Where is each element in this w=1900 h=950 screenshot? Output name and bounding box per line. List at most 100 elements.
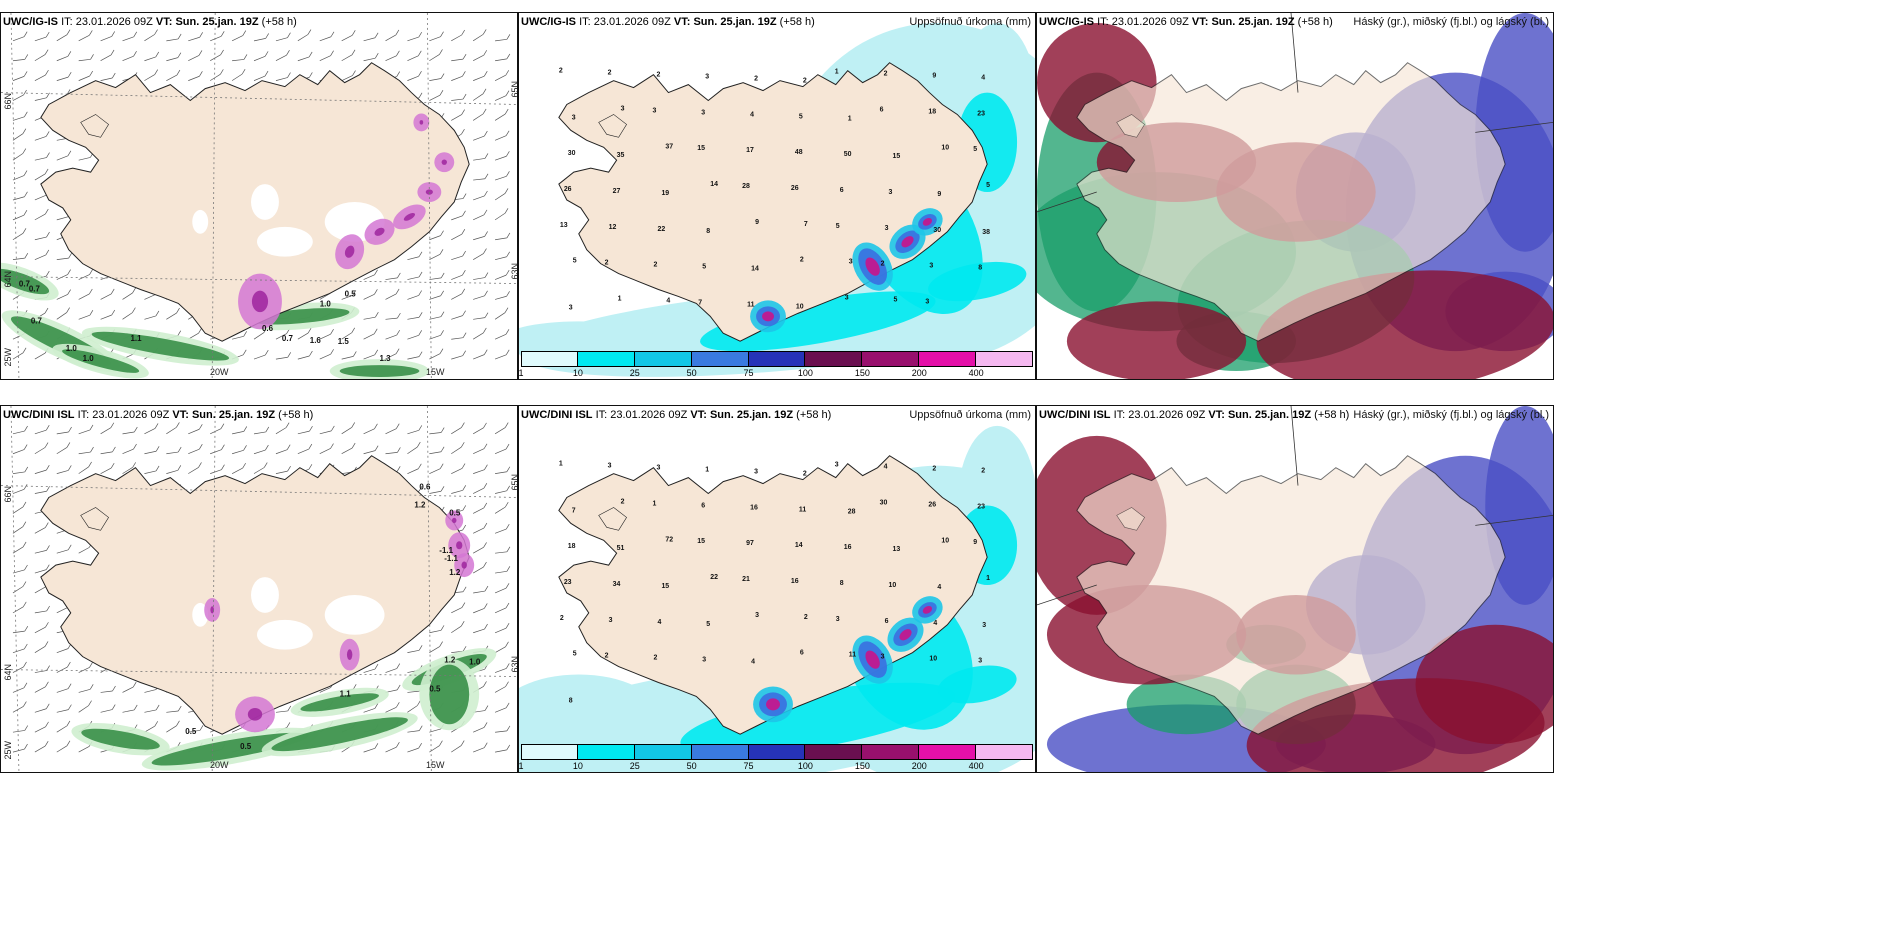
precip-amount-label: 26 [791, 185, 799, 192]
colorbar-tick-label: 200 [911, 761, 927, 771]
precip-amount-label: 3 [885, 225, 889, 232]
precip-cyan-area [700, 291, 936, 352]
precip-amount-label: 30 [880, 499, 888, 506]
precip-amount-label: 4 [750, 111, 754, 118]
precip-amount-label: 12 [609, 224, 617, 231]
latitude-label: 63N [510, 656, 518, 673]
precip-amount-label: 1 [618, 295, 622, 302]
panel-bottom-mid-precip: UWC/DINI ISL IT: 23.01.2026 09Z VT: Sun.… [518, 405, 1036, 773]
precip-amount-label: 5 [702, 264, 706, 271]
colorbar-tick-label: 1 [518, 761, 524, 771]
precip-amount-label: 11 [849, 652, 856, 659]
map-canvas: 0.70.70.71.01.01.10.60.7 1.61.00.51.51.3 [1, 13, 517, 379]
precip-amount-label: 2 [559, 68, 563, 75]
snow-value-label: 0.7 [29, 284, 41, 293]
precip-amount-label: 3 [572, 114, 576, 121]
precip-amount-label: 6 [701, 502, 705, 509]
snow-value-label: 1.2 [414, 500, 426, 509]
colorbar-segment [919, 351, 977, 367]
init-time: 23.01.2026 09Z [92, 409, 170, 421]
precip-amount-label: 3 [755, 612, 759, 619]
snow-value-label: 1.6 [310, 336, 322, 345]
precip-cyan-area [928, 261, 1027, 302]
snow-value-label: 0.7 [19, 280, 31, 289]
snow-value-label: -1.1 [444, 554, 458, 563]
iceland-landmass [1076, 455, 1506, 735]
snow-value-label: 1.0 [66, 344, 78, 353]
latitude-label: 66N [3, 93, 13, 110]
fir-boundary-line [1475, 122, 1553, 133]
colorbar-segment [577, 351, 635, 367]
snow-value-label: 0.5 [429, 684, 441, 693]
valid-time: VT: Sun. 25.jan. 19Z [673, 16, 777, 28]
longitude-label: 15W [426, 367, 445, 377]
snow-value-label: 1.2 [444, 656, 456, 665]
precip-amount-label: 19 [661, 190, 669, 197]
colorbar-tick-label: 400 [968, 761, 984, 771]
colorbar-segment [805, 744, 863, 760]
glacier-area [251, 184, 279, 220]
precip-amount-label: 5 [836, 223, 840, 230]
colorbar-segment [862, 351, 920, 367]
precip-amount-label: 14 [795, 542, 803, 549]
latitude-label: 25W [3, 348, 13, 367]
precip-amount-label: 3 [836, 616, 840, 623]
precip-amount-label: 7 [572, 507, 576, 514]
snow-value-label: 1.0 [469, 658, 481, 667]
precip-amount-label: 23 [977, 110, 985, 117]
panel-top-left-wind-snow: UWC/IG-IS IT: 23.01.2026 09Z VT: Sun. 25… [0, 12, 518, 380]
precip-amount-label: 2 [804, 614, 808, 621]
glacier-area [251, 577, 279, 613]
precip-amount-label: 5 [973, 146, 977, 153]
field-title: Uppsöfnuð úrkoma (mm) [909, 16, 1031, 28]
precip-amount-label: 72 [665, 536, 673, 543]
precip-amount-label: 8 [840, 580, 844, 587]
precip-amount-label: 3 [701, 109, 705, 116]
glacier-area [257, 226, 313, 257]
precip-amount-label: 2 [653, 655, 657, 662]
precip-amount-label: 3 [925, 298, 929, 305]
precip-amount-label: 17 [746, 147, 754, 154]
precip-amount-label: 6 [840, 187, 844, 194]
field-title: Uppsöfnuð úrkoma (mm) [909, 409, 1031, 421]
precip-amount-label: 2 [884, 71, 888, 78]
longitude-label: 15W [426, 760, 445, 770]
snow-core-dark [346, 649, 353, 661]
init-time: 23.01.2026 09Z [593, 16, 671, 28]
snow-value-label: 0.5 [185, 727, 197, 736]
snow-core-dark [374, 227, 385, 236]
it-label: IT: [1113, 409, 1126, 421]
precip-amount-label: 21 [742, 576, 750, 583]
precip-amount-label: 22 [657, 226, 665, 233]
precip-amount-label: 3 [845, 294, 849, 301]
precip-amount-label: 2 [881, 261, 885, 268]
precip-amount-label: 5 [799, 113, 803, 120]
colorbar-tick-label: 150 [854, 368, 870, 378]
fir-boundary-line [1037, 191, 1097, 213]
iceland-landmass [1076, 62, 1506, 342]
snow-value-label: 1.0 [83, 354, 95, 363]
latitude-label: 65N [510, 474, 518, 491]
precip-amount-label: 16 [791, 578, 799, 585]
precip-amount-label: 8 [978, 265, 982, 272]
snow-band-dark [271, 717, 408, 752]
model-name: UWC/DINI ISL [3, 409, 75, 421]
precip-amount-label: 2 [621, 498, 625, 505]
precip-amount-label: 9 [973, 539, 977, 546]
precip-amount-label: 3 [881, 654, 885, 661]
precip-amount-label: 1 [705, 467, 709, 474]
lead-time: (+58 h) [1297, 16, 1333, 28]
colorbar-segment [862, 744, 920, 760]
panel-top-mid-precip: UWC/IG-IS IT: 23.01.2026 09Z VT: Sun. 25… [518, 12, 1036, 380]
island-shape [1116, 507, 1145, 531]
precip-amount-label: 3 [835, 462, 839, 469]
valid-time: VT: Sun. 25.jan. 19Z [1208, 409, 1312, 421]
colorbar-tick-label: 100 [797, 761, 813, 771]
precip-max-area [865, 650, 880, 669]
longitude-label: 20W [210, 760, 229, 770]
colorbar-tick-label: 25 [629, 368, 640, 378]
model-name: UWC/DINI ISL [1039, 409, 1111, 421]
valid-time: VT: Sun. 25.jan. 19Z [1191, 16, 1295, 28]
island-shape [598, 114, 627, 138]
